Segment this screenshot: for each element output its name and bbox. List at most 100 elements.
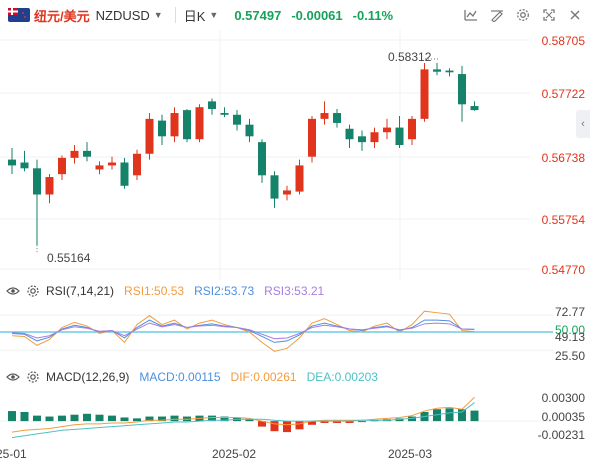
dif-line: [11, 396, 475, 433]
rsi2-line: [11, 319, 475, 343]
price-change-pct: -0.11%: [352, 7, 394, 23]
candle-body: [45, 177, 54, 195]
candle-body: [433, 69, 441, 72]
macd-bar: [270, 421, 279, 432]
candle-body: [370, 132, 379, 143]
x-tick: 2025-03: [388, 447, 432, 461]
macd-name: MACD(12,26,9): [46, 370, 130, 384]
time-axis: 25-01 2025-02 2025-03: [0, 447, 432, 461]
y-tick: 0.57722: [542, 87, 586, 101]
macd-bar: [283, 421, 291, 433]
period-chevron-down-icon[interactable]: ▼: [209, 10, 219, 20]
candle-body: [345, 128, 354, 140]
candle-body: [420, 69, 429, 119]
x-tick: 25-01: [0, 447, 27, 461]
macd-bar: [120, 417, 129, 422]
candle-body: [258, 142, 266, 176]
chevron-down-icon[interactable]: ▼: [153, 10, 163, 20]
macd-chart[interactable]: 0.00300 0.00035 -0.00231: [0, 386, 590, 448]
candle-body: [108, 162, 116, 166]
candle-body: [58, 157, 66, 175]
macd-bar: [58, 415, 66, 422]
candle-body: [83, 150, 91, 157]
indicator-icon[interactable]: [462, 6, 480, 24]
macd-bar: [83, 413, 91, 422]
rsi-chart[interactable]: 72.77 50.00 49.13 25.50: [0, 300, 590, 364]
macd-y-tick: 0.00035: [542, 410, 586, 424]
candle-body: [308, 118, 316, 157]
candle-body: [283, 190, 291, 195]
rsi1-line: [11, 310, 475, 352]
candle-body: [70, 150, 79, 158]
macd-y-tick: -0.00231: [538, 428, 586, 442]
price-axis: 0.58705 0.57722 0.56738 0.55754 0.54770 …: [47, 34, 585, 277]
macd-bar: [108, 415, 116, 422]
macd-bar: [133, 418, 141, 422]
macd-bar: [358, 421, 366, 423]
candle-body: [220, 113, 229, 115]
macd-bar: [458, 409, 466, 422]
candle-body: [195, 107, 204, 140]
candle-body: [33, 168, 41, 195]
settings-icon[interactable]: [514, 6, 532, 24]
macd-histogram: [0, 396, 553, 439]
candle-body: [133, 153, 141, 176]
candle-body: [320, 113, 329, 119]
candle-body: [270, 175, 279, 199]
candle-body: [245, 124, 254, 137]
candle-body: [120, 162, 129, 186]
macd-bar: [8, 411, 16, 422]
last-price: 0.57497: [234, 7, 282, 23]
candle-body: [445, 70, 454, 73]
macd-bar: [45, 416, 54, 422]
rsi-name: RSI(7,14,21): [46, 284, 115, 298]
macd-bar: [95, 414, 104, 422]
macd-bar: [320, 421, 329, 423]
candle-body: [383, 127, 391, 133]
candle-body: [145, 118, 154, 154]
macd-bar: [158, 416, 166, 422]
settings-icon[interactable]: [26, 370, 40, 384]
period-selector[interactable]: 日K: [183, 8, 206, 24]
rsi-lines: [0, 310, 553, 352]
candlestick-chart[interactable]: 0.58705 0.57722 0.56738 0.55754 0.54770 …: [0, 30, 590, 280]
macd-y-tick: 0.00300: [542, 391, 586, 405]
rsi-y-tick: 49.13: [555, 330, 585, 344]
macd-header: MACD(12,26,9) MACD:0.00115 DIF:0.00261 D…: [0, 368, 378, 386]
eye-icon[interactable]: [6, 284, 20, 298]
y-tick: 0.54770: [542, 263, 586, 277]
candle-body: [20, 162, 29, 169]
main-grid: [0, 30, 530, 280]
y-tick: 0.58705: [542, 34, 586, 48]
macd-bar: [333, 421, 341, 423]
macd-bar: [220, 416, 229, 422]
candle-body: [333, 113, 341, 123]
macd-bar: [445, 408, 454, 422]
drawing-icon[interactable]: [488, 6, 506, 24]
settings-icon[interactable]: [26, 284, 40, 298]
divider: [174, 7, 176, 23]
eye-icon[interactable]: [6, 370, 20, 384]
pair-name-cn[interactable]: 纽元/美元: [34, 8, 90, 24]
candles: [8, 58, 479, 254]
rsi-y-tick: 50.00: [555, 323, 585, 337]
candle-body: [8, 159, 16, 166]
rsi1-value: RSI1:50.53: [124, 284, 185, 298]
macd-bar: [245, 419, 254, 422]
dif-value: DIF:0.00261: [230, 370, 297, 384]
pair-code[interactable]: NZDUSD: [95, 7, 150, 23]
fullscreen-icon[interactable]: [540, 6, 558, 24]
y-tick: 0.55754: [542, 213, 586, 227]
candle-body: [395, 127, 404, 146]
candle-body: [358, 136, 366, 143]
close-icon[interactable]: [566, 6, 584, 24]
macd-value: MACD:0.00115: [139, 370, 221, 384]
macd-bar: [20, 411, 29, 422]
macd-bar: [145, 416, 154, 422]
candle-body: [183, 110, 191, 140]
macd-bar: [33, 415, 41, 422]
rsi-header: RSI(7,14,21) RSI1:50.53 RSI2:53.73 RSI3:…: [0, 282, 324, 300]
low-label: 0.55164: [47, 251, 91, 265]
chevron-left-icon[interactable]: ‹: [576, 110, 590, 138]
y-tick: 0.56738: [542, 151, 586, 165]
